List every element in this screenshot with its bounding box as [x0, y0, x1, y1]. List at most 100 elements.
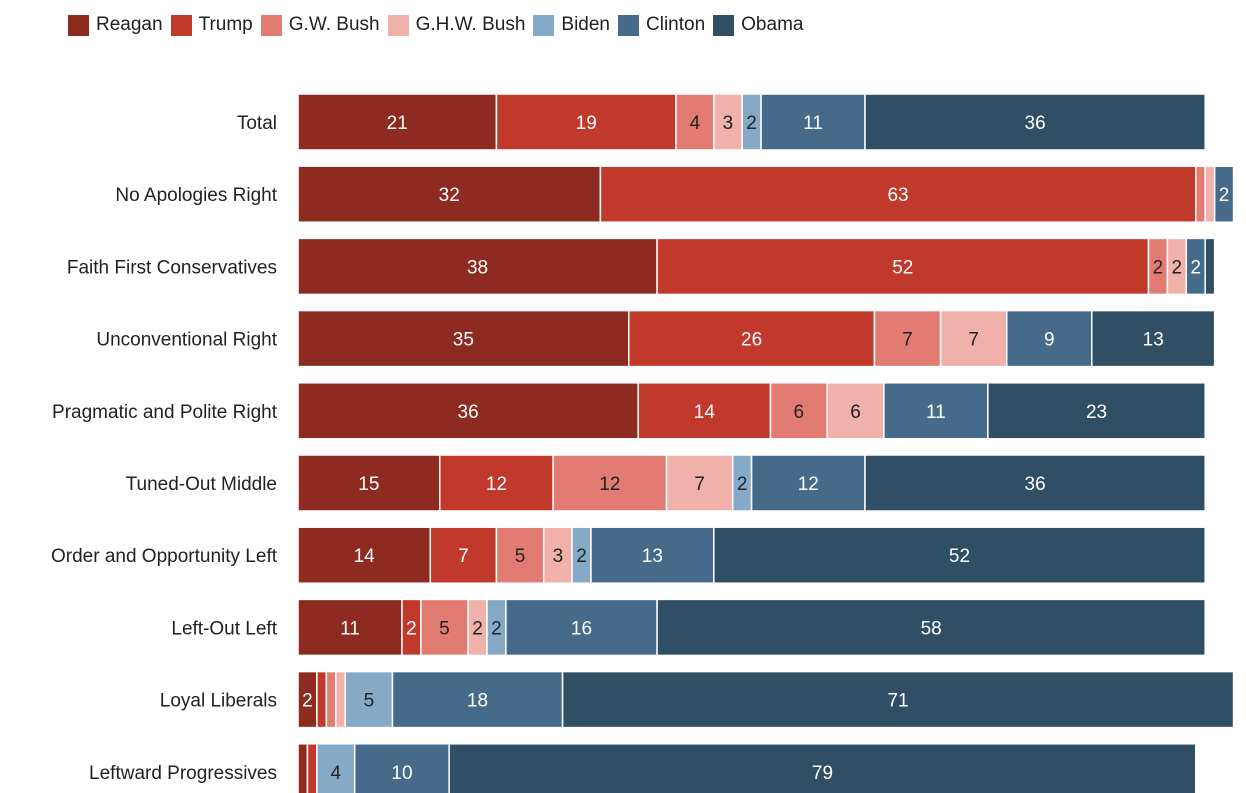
data-label: 3 [723, 113, 734, 134]
data-label: 26 [741, 330, 762, 351]
bar-segment [353, 743, 450, 793]
data-label: 38 [467, 257, 488, 278]
data-label: 6 [850, 402, 861, 423]
bar-segment [628, 309, 876, 368]
data-label: 13 [1143, 330, 1164, 351]
bar-segment [713, 93, 743, 151]
bar-segment [495, 93, 677, 151]
bar-segment [864, 454, 1206, 512]
legend-swatch [713, 14, 735, 36]
data-label: 2 [576, 546, 587, 567]
data-label: 9 [1044, 330, 1055, 351]
bar-segment [297, 237, 658, 296]
data-label: 13 [642, 546, 663, 567]
bar-segment [750, 454, 866, 512]
data-label: 12 [798, 474, 819, 495]
bar-segment [713, 526, 1206, 584]
legend-swatch [260, 14, 282, 36]
bar-segment [656, 598, 1206, 657]
bar-segment [391, 670, 564, 729]
data-label: 2 [491, 618, 502, 639]
data-label: 14 [354, 546, 376, 567]
bar-segment [297, 743, 309, 793]
bar-segment [429, 526, 498, 584]
bar-segment [883, 382, 989, 440]
bar-segment [561, 670, 1235, 729]
data-label: 2 [472, 618, 483, 639]
bar-segment [1204, 165, 1216, 223]
bar-segment [316, 743, 356, 793]
bar-segment [1091, 309, 1216, 368]
legend-item: G.W. Bush [260, 14, 380, 36]
data-label: 2 [1153, 257, 1164, 278]
bar-segment [987, 382, 1206, 440]
bar-segment [297, 454, 441, 512]
data-label: 7 [694, 474, 705, 495]
data-label: 58 [921, 618, 942, 639]
category-label: Tuned-Out Middle [126, 474, 277, 495]
data-label: 36 [1025, 113, 1046, 134]
legend-swatch [170, 14, 192, 36]
data-label: 32 [439, 185, 460, 206]
data-label: 2 [1219, 185, 1230, 206]
bar-segment [873, 309, 942, 368]
legend-label: G.H.W. Bush [415, 14, 526, 35]
legend-label: Biden [561, 14, 610, 35]
legend-item: Trump [170, 14, 253, 36]
data-label: 11 [803, 113, 823, 134]
bar-segment [495, 526, 545, 584]
bar-segment [297, 93, 498, 151]
data-label: 52 [949, 546, 970, 567]
data-label: 15 [358, 474, 379, 495]
data-label: 71 [887, 691, 908, 712]
data-label: 5 [515, 546, 526, 567]
bar-segment [325, 670, 337, 729]
legend-item: G.H.W. Bush [387, 14, 526, 36]
legend-label: Trump [198, 14, 253, 35]
data-label: 16 [571, 618, 592, 639]
bar-segment [297, 526, 432, 584]
bar-segment [665, 454, 734, 512]
legend-label: G.W. Bush [288, 14, 380, 35]
category-label: Order and Opportunity Left [51, 546, 278, 567]
bar-segment [769, 382, 828, 440]
legend-item: Obama [713, 14, 803, 36]
bar-segment [316, 670, 328, 729]
bar-segment [1195, 165, 1206, 223]
bar-segment [448, 743, 1197, 793]
data-label: 2 [746, 113, 757, 134]
data-label: 21 [387, 113, 408, 134]
data-label: 14 [694, 402, 716, 423]
bar-segment [1006, 309, 1093, 368]
bar-segment [1213, 165, 1235, 223]
data-label: 11 [340, 618, 360, 639]
data-label: 6 [794, 402, 805, 423]
bar-segment [505, 598, 658, 657]
bar-segment [306, 743, 318, 793]
category-label: Leftward Progressives [89, 763, 277, 784]
category-label: No Apologies Right [115, 185, 277, 206]
data-label: 19 [576, 113, 597, 134]
data-label: 4 [690, 113, 701, 134]
data-label: 23 [1086, 402, 1107, 423]
legend-swatch [68, 14, 89, 36]
bar-segment [439, 454, 554, 512]
bar-segment [1204, 237, 1216, 296]
data-label: 5 [364, 691, 375, 712]
bar-segment [760, 93, 866, 151]
data-label: 7 [968, 330, 979, 351]
data-label: 7 [902, 330, 913, 351]
legend-label: Obama [741, 14, 804, 35]
legend-item: Reagan [68, 14, 163, 36]
chart-legend: Reagan Trump G.W. Bush G.H.W. Bush Biden Clin… [68, 11, 811, 39]
data-label: 63 [887, 185, 908, 206]
data-label: 2 [737, 474, 748, 495]
legend-item: Biden [533, 14, 610, 36]
legend-label: Clinton [646, 14, 706, 35]
data-label: 2 [1190, 257, 1201, 278]
bar-segment [297, 382, 639, 440]
data-label: 18 [467, 691, 488, 712]
data-label: 12 [599, 474, 620, 495]
legend-swatch [387, 14, 409, 36]
